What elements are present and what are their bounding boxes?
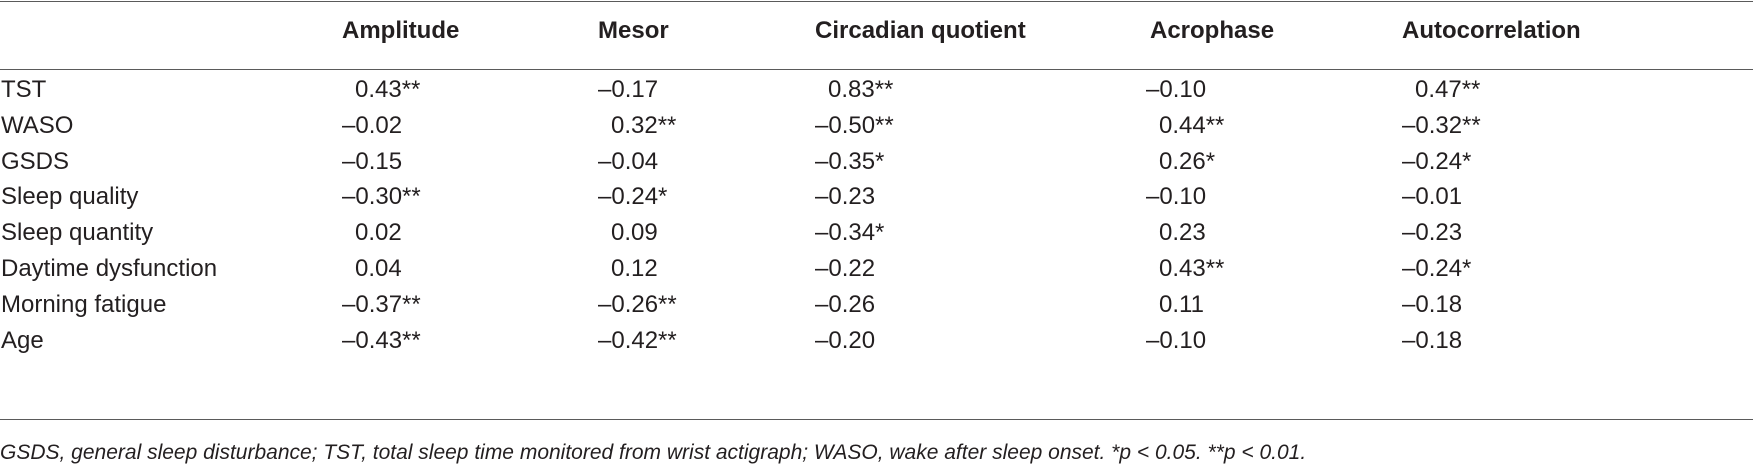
column-header-autocorrelation: Autocorrelation [1402, 17, 1581, 44]
cell-acrophase: –0.10 [1146, 183, 1207, 211]
row-label: Age [1, 326, 44, 354]
row-label: TST [1, 76, 47, 103]
cell-amplitude: –0.15 [342, 147, 403, 175]
cell-amplitude: –0.02 [342, 111, 403, 139]
cell-autocorrelation: –0.01 [1402, 183, 1463, 211]
cell-amplitude: –0.43** [342, 326, 421, 354]
cell-autocorrelation: –0.24* [1402, 255, 1472, 282]
cell-amplitude: 0.02 [355, 219, 402, 247]
row-label: Sleep quantity [1, 219, 154, 247]
cell-acrophase: –0.10 [1146, 326, 1207, 354]
column-header-circadian-quotient: Circadian quotient [815, 17, 1026, 44]
cell-mesor: –0.26** [598, 290, 677, 318]
cell-autocorrelation: –0.18 [1402, 326, 1463, 354]
table-footnote: GSDS, general sleep disturbance; TST, to… [0, 441, 1307, 464]
column-header-amplitude: Amplitude [342, 17, 460, 44]
table-bottom-rule [0, 419, 1753, 420]
cell-circadian-quotient: –0.22 [815, 255, 876, 282]
row-label: Daytime dysfunction [1, 255, 218, 282]
cell-autocorrelation: 0.47** [1415, 76, 1481, 103]
cell-acrophase: 0.43** [1159, 255, 1225, 282]
cell-acrophase: 0.44** [1159, 111, 1225, 139]
cell-acrophase: 0.23 [1159, 219, 1206, 247]
cell-circadian-quotient: –0.34* [815, 219, 885, 247]
cell-circadian-quotient: –0.20 [815, 326, 876, 354]
table-header-rule [0, 69, 1753, 70]
cell-autocorrelation: –0.32** [1402, 111, 1481, 139]
cell-circadian-quotient: –0.50** [815, 111, 894, 139]
row-label: Morning fatigue [1, 290, 167, 318]
cell-autocorrelation: –0.24* [1402, 147, 1472, 175]
column-header-mesor: Mesor [598, 17, 669, 44]
cell-acrophase: 0.26* [1159, 147, 1216, 175]
cell-mesor: –0.04 [598, 147, 659, 175]
cell-amplitude: 0.43** [355, 76, 421, 103]
cell-circadian-quotient: –0.23 [815, 183, 876, 211]
cell-mesor: 0.12 [611, 255, 658, 282]
cell-circadian-quotient: –0.35* [815, 147, 885, 175]
table-top-rule [0, 1, 1753, 2]
cell-amplitude: –0.30** [342, 183, 421, 211]
cell-mesor: –0.24* [598, 183, 668, 211]
cell-circadian-quotient: 0.83** [828, 76, 894, 103]
cell-autocorrelation: –0.23 [1402, 219, 1463, 247]
cell-amplitude: –0.37** [342, 290, 421, 318]
cell-mesor: –0.42** [598, 326, 677, 354]
row-label: GSDS [1, 147, 70, 175]
row-label: WASO [1, 111, 74, 139]
cell-autocorrelation: –0.18 [1402, 290, 1463, 318]
cell-amplitude: 0.04 [355, 255, 402, 282]
column-header-acrophase: Acrophase [1150, 17, 1275, 44]
cell-mesor: –0.17 [598, 76, 659, 103]
cell-circadian-quotient: –0.26 [815, 290, 876, 318]
row-label: Sleep quality [1, 183, 139, 211]
cell-mesor: 0.09 [611, 219, 658, 247]
cell-mesor: 0.32** [611, 111, 677, 139]
cell-acrophase: 0.11 [1159, 290, 1204, 318]
cell-acrophase: –0.10 [1146, 76, 1207, 103]
